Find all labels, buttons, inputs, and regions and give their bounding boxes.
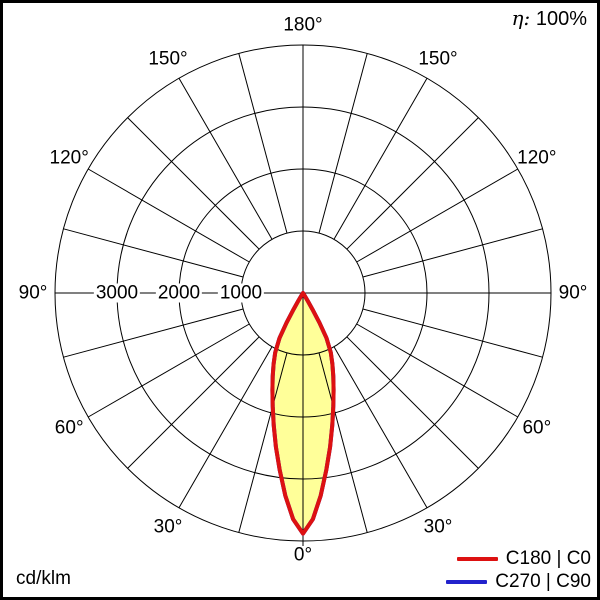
angle-label-90-left: 90° xyxy=(18,282,48,304)
grid-spoke-105 xyxy=(362,228,543,278)
grid-spoke-225 xyxy=(127,117,260,250)
legend-item-c180-c0: C180 | C0 xyxy=(456,548,591,569)
grid-spoke-30 xyxy=(333,346,428,509)
grid-spoke-300 xyxy=(87,323,250,418)
curve-c180-c0 xyxy=(270,291,336,536)
angle-label-30-left: 30° xyxy=(153,516,183,538)
grid-spoke-285 xyxy=(63,308,244,358)
legend-line-blue xyxy=(446,579,488,584)
ring-label-2000: 2000 xyxy=(155,282,203,304)
angle-label-150-right: 150° xyxy=(418,48,458,70)
grid-spoke-240 xyxy=(87,168,250,263)
legend-line-red xyxy=(456,556,498,561)
grid-spoke-120 xyxy=(356,168,519,263)
ring-label-3000: 3000 xyxy=(93,282,141,304)
eta-symbol: η: xyxy=(511,6,531,30)
angle-label-0: 0° xyxy=(293,544,313,566)
grid-spoke-165 xyxy=(318,53,368,234)
grid-spoke-15 xyxy=(318,352,368,533)
grid-spoke-135 xyxy=(346,117,479,250)
grid-spoke-255 xyxy=(63,228,244,278)
efficiency-label: η: 100% xyxy=(512,7,587,30)
angle-label-120-left: 120° xyxy=(49,147,89,169)
grid-spoke-150 xyxy=(333,77,428,240)
grid-spoke-345 xyxy=(238,352,288,533)
angle-label-60-left: 60° xyxy=(54,417,84,439)
angle-label-150-left: 150° xyxy=(148,48,188,70)
angle-label-60-right: 60° xyxy=(522,417,552,439)
grid-spoke-315 xyxy=(127,336,260,469)
angle-label-180: 180° xyxy=(283,14,323,36)
legend-item-c270-c90: C270 | C90 xyxy=(446,572,591,591)
angle-label-90-right: 90° xyxy=(558,282,588,304)
grid-spoke-75 xyxy=(362,308,543,358)
legend-label-c270-c90: C270 | C90 xyxy=(495,571,591,592)
grid-spoke-60 xyxy=(356,323,519,418)
angle-label-120-right: 120° xyxy=(517,147,557,169)
efficiency-value: 100% xyxy=(535,8,587,30)
unit-label: cd/klm xyxy=(16,568,71,589)
angle-label-30-right: 30° xyxy=(423,516,453,538)
grid-spoke-330 xyxy=(178,346,273,509)
grid-spoke-45 xyxy=(346,336,479,469)
polar-chart xyxy=(54,44,552,546)
legend-label-c180-c0: C180 | C0 xyxy=(505,548,591,569)
ring-label-1000: 1000 xyxy=(217,282,265,304)
grid-spoke-210 xyxy=(178,77,273,240)
legend: C180 | C0 C270 | C90 xyxy=(446,549,591,591)
grid-spoke-195 xyxy=(238,53,288,234)
